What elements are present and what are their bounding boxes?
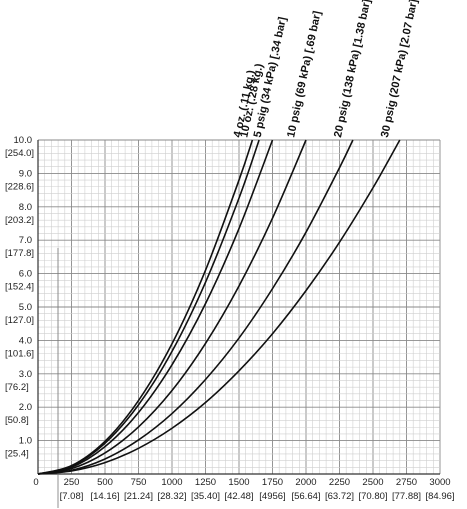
y-tick-sublabel: [101.6] [5,348,34,359]
x-tick-label: 1250 [195,477,216,488]
y-tick-sublabel: [152.4] [5,282,34,293]
x-tick-sublabel: [63.72] [325,491,354,502]
y-tick-sublabel: [254.0] [5,148,34,159]
x-tick-sublabel: [14.16] [90,491,119,502]
x-tick-sublabel: [42.48] [224,491,253,502]
x-tick-label: 2500 [362,477,383,488]
x-tick-sublabel: [70.80] [358,491,387,502]
x-tick-sublabel: [77.88] [392,491,421,502]
y-tick-label: 7.0 [19,235,32,246]
y-tick-label: 5.0 [19,302,32,313]
curves: 4 oz. (.11 kg.)10 oz. (.28 kg.)5 psig (3… [37,0,420,475]
y-tick-label: 1.0 [19,436,32,447]
series-curve-5 [37,139,354,475]
series-curve-3 [37,139,274,475]
x-tick-label: 2750 [396,477,417,488]
y-tick-label: 2.0 [19,402,32,413]
x-tick-sublabel: [56.64] [291,491,320,502]
series-curve-2 [37,139,260,475]
tick-labels: 0 250 [7.08] 500 [14.16] 750 [21.24] 1000 [28.32… [5,135,455,502]
x-tick-sublabel: [28.32] [157,491,186,502]
y-tick-sublabel: [127.0] [5,315,34,326]
grid [37,139,441,475]
y-tick-label: 9.0 [19,168,32,179]
x-tick-label: 2000 [295,477,316,488]
x-tick-label: 2250 [329,477,350,488]
x-tick-label: 750 [131,477,147,488]
y-tick-label: 3.0 [19,369,32,380]
x-tick-sublabel: [35.40] [191,491,220,502]
series-label-4: 10 psig (69 kPa) [.69 bar] [285,10,324,139]
x-tick-sublabel: [4956] [259,491,285,502]
x-tick-label: 1000 [161,477,182,488]
series-curve-6 [37,139,401,475]
x-tick-label: 250 [64,477,80,488]
y-tick-sublabel: [50.8] [5,415,29,426]
y-tick-label: 8.0 [19,202,32,213]
x-tick-label: 500 [97,477,113,488]
y-tick-label: 4.0 [19,335,32,346]
x-tick-sublabel: [7.08] [60,491,84,502]
y-tick-sublabel: [177.8] [5,248,34,259]
series-curve-4 [37,139,307,475]
y-tick-sublabel: [228.6] [5,181,34,192]
x-tick-label: 1750 [262,477,283,488]
y-tick-label: 10.0 [14,135,33,146]
y-tick-sublabel: [203.2] [5,215,34,226]
series-label-6: 30 psig (207 kPa) [2.07 bar] [379,0,420,139]
x-tick-label: 3000 [429,477,450,488]
y-tick-sublabel: [25.4] [5,449,29,460]
y-tick-sublabel: [76.2] [5,382,29,393]
x-tick-label: 1500 [228,477,249,488]
y-tick-label: 6.0 [19,269,32,280]
series-label-5: 20 psig (138 kPa) [1.38 bar] [332,0,373,139]
x-tick-label: 0 [33,477,38,488]
axes [37,140,440,508]
x-tick-sublabel: [84.96] [425,491,454,502]
x-tick-sublabel: [21.24] [124,491,153,502]
